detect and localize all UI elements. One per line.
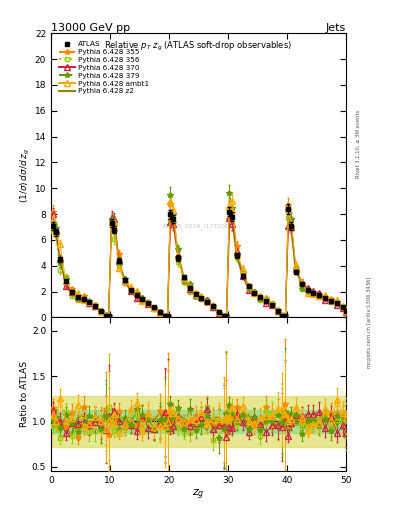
Pythia 6.428 z2	[50, 225, 55, 231]
Pythia 6.428 z2	[235, 254, 239, 261]
X-axis label: $z_g$: $z_g$	[192, 487, 205, 502]
Text: 13000 GeV pp: 13000 GeV pp	[51, 23, 130, 32]
Text: Jets: Jets	[325, 23, 346, 32]
Pythia 6.428 z2	[152, 304, 156, 310]
Pythia 6.428 z2	[283, 313, 288, 319]
Text: Rivet 3.1.10, ≥ 3M events: Rivet 3.1.10, ≥ 3M events	[356, 109, 361, 178]
Pythia 6.428 z2	[123, 277, 127, 283]
Pythia 6.428 z2	[134, 293, 139, 299]
Pythia 6.428 z2	[343, 308, 348, 314]
Legend: ATLAS, Pythia 6.428 355, Pythia 6.428 356, Pythia 6.428 370, Pythia 6.428 379, P: ATLAS, Pythia 6.428 355, Pythia 6.428 35…	[58, 40, 151, 96]
Y-axis label: $(1/\sigma)\,d\sigma/d\,z_g$: $(1/\sigma)\,d\sigma/d\,z_g$	[19, 148, 32, 203]
Text: mcplots.cern.ch [arXiv:1306.3436]: mcplots.cern.ch [arXiv:1306.3436]	[367, 277, 373, 368]
Pythia 6.428 z2	[168, 207, 173, 213]
Text: ATLAS_2019_I1772062: ATLAS_2019_I1772062	[163, 224, 234, 229]
Y-axis label: Ratio to ATLAS: Ratio to ATLAS	[20, 361, 29, 427]
Pythia 6.428 z2	[103, 312, 108, 318]
Text: Relative $\mathit{p_T}\ z_g$ (ATLAS soft-drop observables): Relative $\mathit{p_T}\ z_g$ (ATLAS soft…	[105, 40, 292, 53]
Line: Pythia 6.428 z2: Pythia 6.428 z2	[53, 210, 346, 316]
Pythia 6.428 z2	[146, 300, 151, 306]
